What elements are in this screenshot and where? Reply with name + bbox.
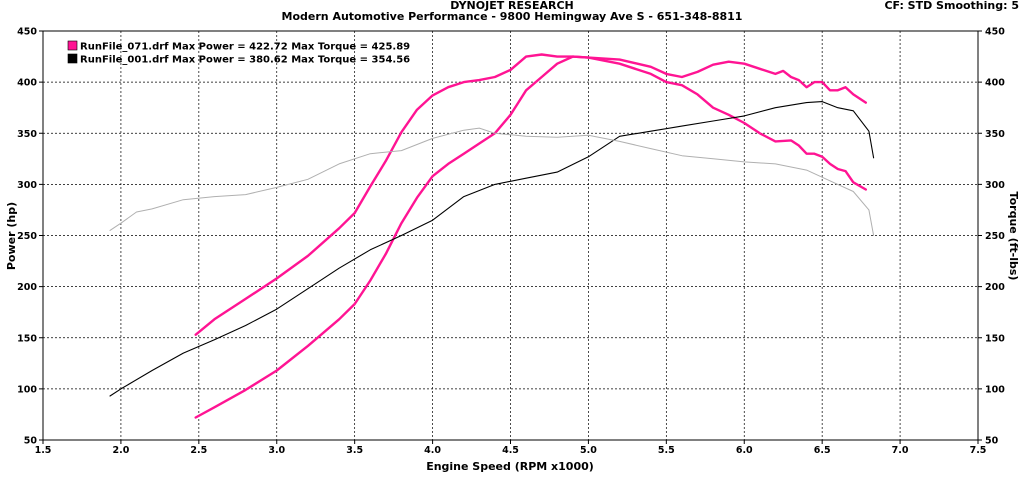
x-tick-label: 2.0 xyxy=(112,445,129,456)
y-axis-label: Power (hp) xyxy=(5,202,18,270)
legend-swatch-run001 xyxy=(67,53,78,64)
y-right-tick-label: 100 xyxy=(985,384,1005,395)
y-right-tick-label: 400 xyxy=(985,78,1005,89)
x-tick-label: 5.5 xyxy=(658,445,675,456)
chart-title: DYNOJET RESEARCH xyxy=(450,0,573,12)
x-tick-label: 2.5 xyxy=(190,445,207,456)
series-line-3 xyxy=(109,127,875,236)
y-axis-right-label: Torque (ft-lbs) xyxy=(1007,192,1020,281)
x-tick-label: 6.0 xyxy=(736,445,753,456)
y-tick-label: 50 xyxy=(24,436,38,447)
legend-entry-run001: RunFile_001.drf Max Power = 380.62 Max T… xyxy=(80,55,410,66)
x-tick-label: 7.0 xyxy=(892,445,909,456)
y-tick-label: 450 xyxy=(17,27,37,38)
y-right-tick-label: 150 xyxy=(985,333,1005,344)
series-line-2 xyxy=(109,101,875,397)
y-right-tick-label: 200 xyxy=(985,282,1005,293)
y-right-tick-label: 50 xyxy=(985,436,999,447)
y-axis-right-ticks: 50 100 150 200 250 300 350 400 450 xyxy=(978,27,1005,447)
y-tick-label: 300 xyxy=(17,180,37,191)
chart-info: CF: STD Smoothing: 5 xyxy=(884,0,1019,12)
y-axis-ticks: 50 100 150 200 250 300 350 400 450 xyxy=(17,27,43,447)
y-tick-label: 200 xyxy=(17,282,37,293)
legend-entry-run071: RunFile_071.drf Max Power = 422.72 Max T… xyxy=(80,42,410,53)
chart-subtitle: Modern Automotive Performance - 9800 Hem… xyxy=(282,10,743,23)
y-right-tick-label: 250 xyxy=(985,231,1005,242)
x-tick-label: 6.5 xyxy=(814,445,831,456)
series-group xyxy=(109,53,875,419)
y-tick-label: 350 xyxy=(17,129,37,140)
x-tick-label: 4.5 xyxy=(502,445,519,456)
y-tick-label: 150 xyxy=(17,333,37,344)
x-tick-label: 4.0 xyxy=(424,445,441,456)
x-tick-label: 3.0 xyxy=(268,445,285,456)
x-tick-label: 5.0 xyxy=(580,445,597,456)
x-tick-label: 3.5 xyxy=(346,445,363,456)
x-axis-ticks: 1.5 2.0 2.5 3.0 3.5 4.0 4.5 5.0 5.5 6.0 6.5 7.0 7.5 xyxy=(35,440,987,456)
y-right-tick-label: 350 xyxy=(985,129,1005,140)
y-right-tick-label: 300 xyxy=(985,180,1005,191)
y-right-tick-label: 450 xyxy=(985,27,1005,38)
x-tick-label: 1.5 xyxy=(35,445,52,456)
y-tick-label: 400 xyxy=(17,78,37,89)
x-tick-label: 7.5 xyxy=(970,445,987,456)
legend: RunFile_071.drf Max Power = 422.72 Max T… xyxy=(67,40,410,66)
y-tick-label: 100 xyxy=(17,384,37,395)
x-axis-label: Engine Speed (RPM x1000) xyxy=(426,460,594,473)
legend-swatch-run071 xyxy=(67,40,78,51)
grid-lines xyxy=(43,31,978,440)
y-tick-label: 250 xyxy=(17,231,37,242)
series-line-1 xyxy=(194,53,867,336)
